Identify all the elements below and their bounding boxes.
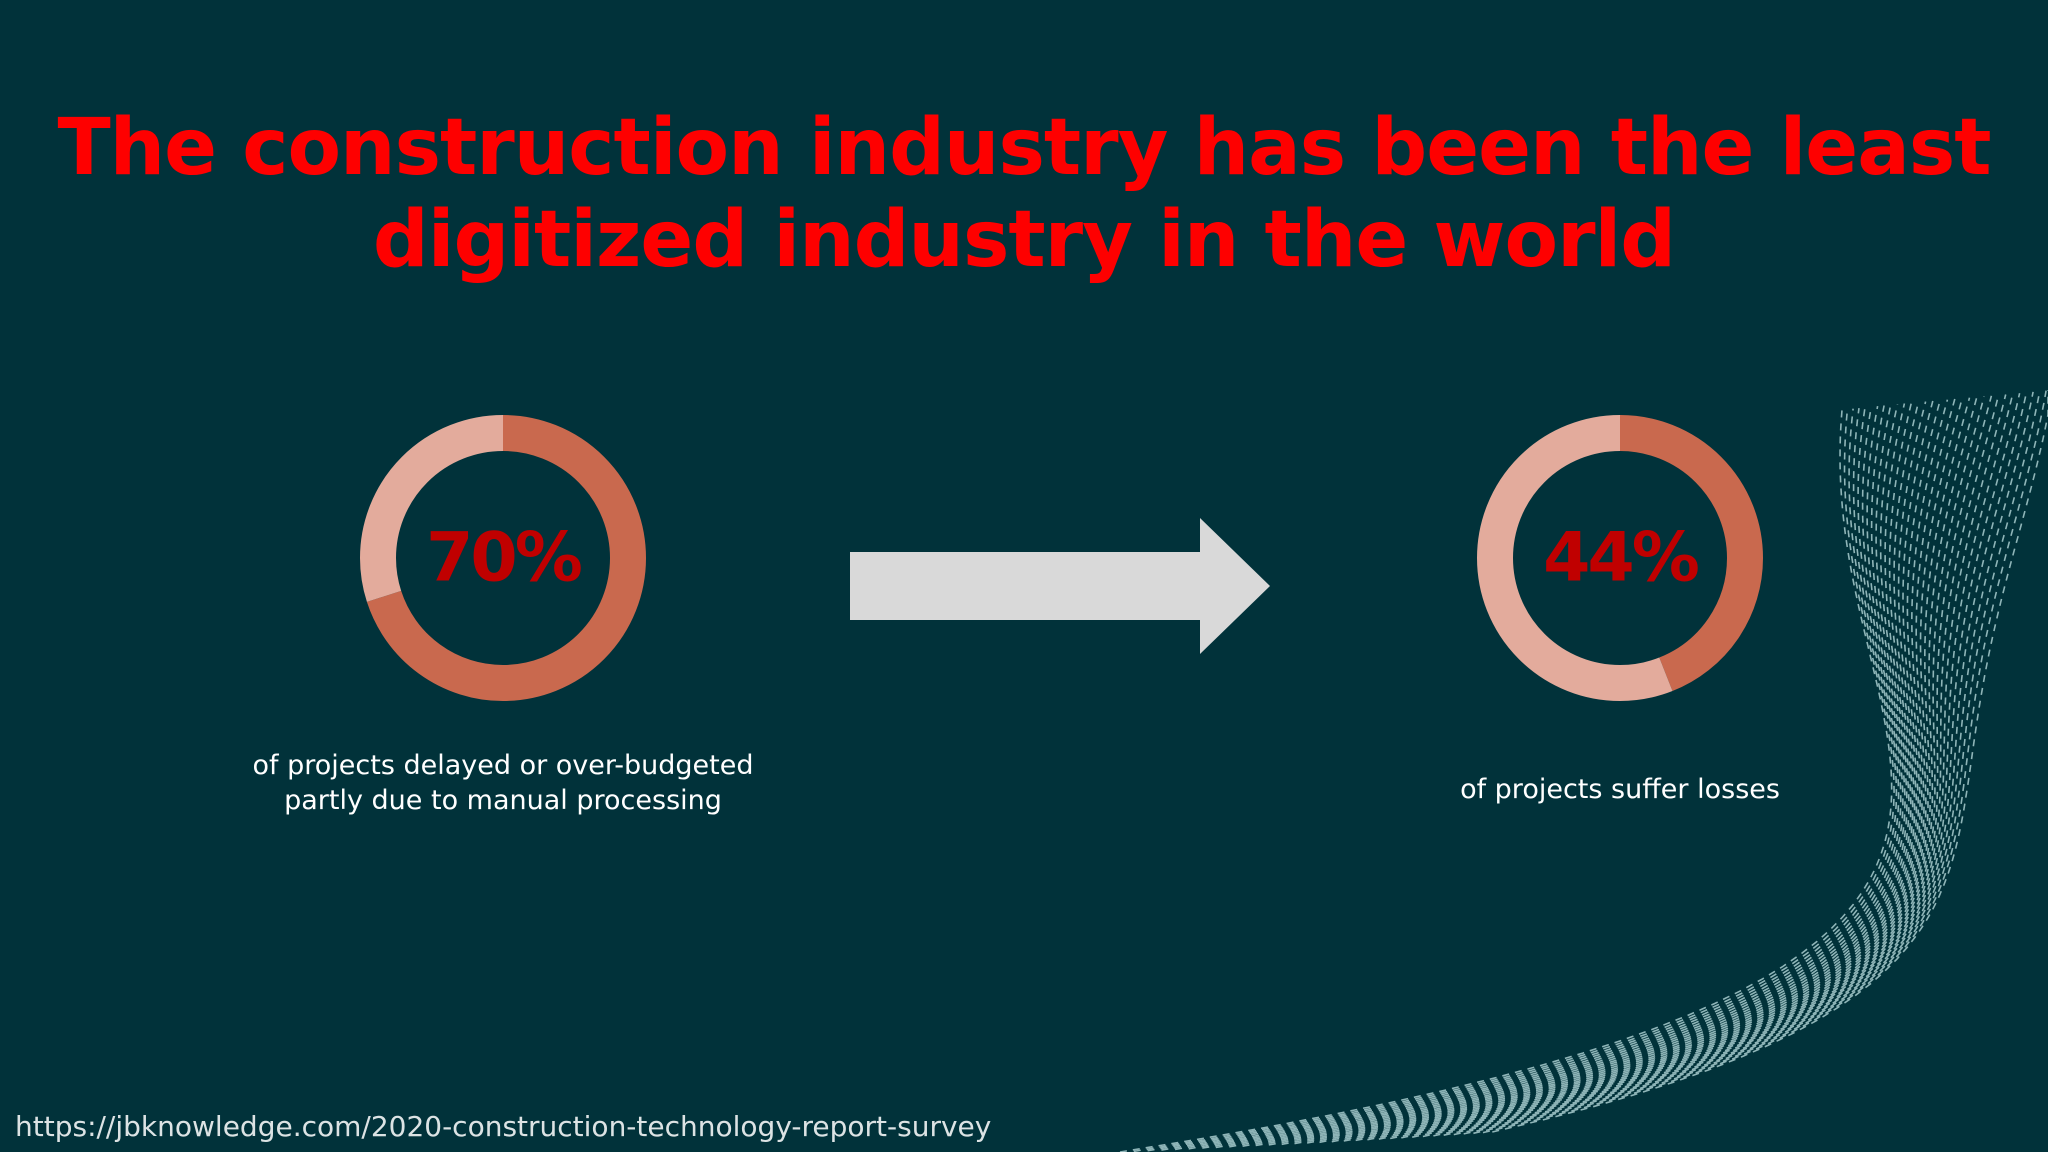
wave-line [1367, 397, 1971, 1141]
wave-line [1306, 400, 1934, 1144]
donut-slice-remainder [360, 415, 646, 701]
caption-right-line-1: of projects suffer losses [1460, 774, 1780, 805]
wave-line [1463, 391, 2034, 1135]
wave-line [1473, 391, 2041, 1135]
wave-line [1294, 401, 1927, 1145]
wave-line [1319, 400, 1941, 1144]
wave-line [1443, 393, 2021, 1136]
wave-line [1355, 398, 1963, 1142]
wave-line [1390, 396, 1985, 1140]
title-line-1: The construction industry has been the l… [57, 103, 1991, 193]
source-link[interactable]: https://jbknowledge.com/2020-constructio… [15, 1110, 992, 1143]
wave-line [1482, 390, 2047, 1134]
wave-line [1161, 407, 1900, 1151]
caption-left-line-2: partly due to manual processing [284, 785, 722, 816]
wave-line [1242, 404, 1912, 1147]
donut-chart-left: 70% [360, 415, 646, 701]
wave-line [1174, 407, 1902, 1151]
wave-line [1281, 402, 1920, 1146]
caption-left: of projects delayed or over-budgeted par… [153, 748, 853, 818]
page-title: The construction industry has been the l… [0, 102, 2048, 286]
right-arrow-icon [850, 518, 1270, 654]
donut-right-value-label: 44% [1543, 519, 1698, 598]
donut-slice-remainder [1477, 415, 1763, 701]
wave-line [1133, 409, 1895, 1152]
wave-line [1268, 402, 1916, 1146]
donut-left-value-label: 70% [426, 519, 581, 598]
wave-line [1188, 406, 1904, 1150]
wave-line [1433, 393, 2014, 1137]
wave-line [1147, 408, 1898, 1152]
wave-line [1255, 403, 1914, 1147]
wave-line [1412, 395, 2000, 1138]
caption-left-line-1: of projects delayed or over-budgeted [252, 750, 754, 781]
wave-line [1401, 395, 1993, 1139]
wave-line [1229, 404, 1910, 1148]
wave-line [1492, 390, 2048, 1133]
wave-line [1331, 399, 1949, 1143]
caption-right: of projects suffer losses [1270, 772, 1970, 807]
title-line-2: digitized industry in the world [372, 195, 1676, 285]
wave-line [1202, 405, 1906, 1149]
wave-line [1422, 394, 2007, 1138]
wave-line [1378, 396, 1978, 1140]
donut-chart-right: 44% [1477, 415, 1763, 701]
wave-line [1453, 392, 2028, 1136]
wave-line [1215, 405, 1908, 1149]
wave-line [1119, 409, 1893, 1152]
